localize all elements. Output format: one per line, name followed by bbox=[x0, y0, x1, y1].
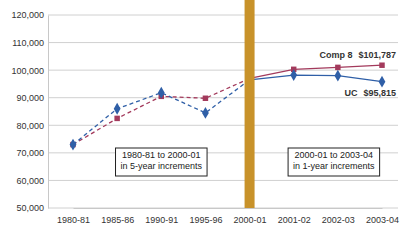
x-tick: 1980-81 bbox=[57, 215, 90, 225]
series-marker bbox=[290, 69, 297, 81]
y-tick-label: 100,000 bbox=[11, 66, 44, 76]
series-marker bbox=[379, 76, 386, 88]
y-axis: 50,000 60,000 70,000 80,000 90,000 100,000 110… bbox=[11, 10, 48, 213]
series-marker bbox=[202, 107, 209, 119]
series-line bbox=[73, 80, 250, 145]
x-axis-line bbox=[74, 208, 383, 209]
grid bbox=[48, 15, 398, 208]
period-note-text: 1980-81 to 2000-01 bbox=[122, 150, 201, 160]
x-tick: 2001-02 bbox=[278, 215, 311, 225]
y-tick: 70,000 bbox=[16, 148, 48, 158]
series-marker bbox=[158, 87, 165, 99]
y-tick-label: 90,000 bbox=[16, 93, 44, 103]
series-marker bbox=[334, 70, 341, 82]
x-tick-label: 2003-04 bbox=[366, 215, 399, 225]
end-value-label: $101,787 bbox=[358, 50, 396, 60]
y-tick: 120,000 bbox=[11, 10, 48, 20]
y-tick-label: 70,000 bbox=[16, 148, 44, 158]
x-tick-label: 2000-01 bbox=[234, 215, 267, 225]
series-name-label: Comp 8 bbox=[319, 50, 352, 60]
period-note-box bbox=[116, 148, 208, 176]
grid-line bbox=[48, 42, 398, 43]
x-tick-label: 2002-03 bbox=[322, 215, 355, 225]
series-marker bbox=[335, 65, 340, 70]
y-tick: 90,000 bbox=[16, 93, 48, 103]
y-tick-label: 60,000 bbox=[16, 176, 44, 186]
period-note: 1980-81 to 2000-01in 5-year increments bbox=[116, 148, 208, 176]
x-tick: 2003-04 bbox=[366, 215, 399, 225]
y-tick: 100,000 bbox=[11, 66, 48, 76]
x-tick-label: 2001-02 bbox=[278, 215, 311, 225]
grid-line bbox=[48, 208, 398, 209]
end-value-label: $95,815 bbox=[363, 88, 396, 98]
period-note-text: 2000-01 to 2003-04 bbox=[295, 150, 374, 160]
y-tick: 60,000 bbox=[16, 176, 48, 186]
x-tick: 1995-96 bbox=[189, 215, 222, 225]
plot-marks bbox=[70, 62, 386, 150]
y-tick: 110,000 bbox=[12, 38, 48, 48]
grid-line bbox=[48, 70, 398, 71]
series-name-label: UC bbox=[344, 88, 357, 98]
grid-line bbox=[48, 125, 398, 126]
period-note-box bbox=[288, 148, 380, 176]
x-tick-label: 1985-86 bbox=[101, 215, 134, 225]
series-marker bbox=[114, 116, 119, 121]
x-tick: 2002-03 bbox=[322, 215, 355, 225]
series-line bbox=[250, 65, 382, 78]
x-tick-label: 1995-96 bbox=[189, 215, 222, 225]
divider-bar bbox=[245, 0, 255, 208]
y-tick-label: 80,000 bbox=[16, 121, 44, 131]
x-axis: 1980-81 1985-86 1990-91 1995-96 2000-01 2001-… bbox=[57, 209, 399, 226]
y-tick: 50,000 bbox=[16, 203, 48, 213]
y-tick-label: 110,000 bbox=[12, 38, 44, 48]
series-marker bbox=[203, 96, 208, 101]
series-marker bbox=[379, 62, 384, 67]
series-marker bbox=[114, 103, 121, 115]
period-note-text: in 5-year increments bbox=[121, 161, 203, 171]
end-labels: $101,787 Comp 8 $95,815 UC bbox=[319, 50, 396, 97]
x-tick: 1985-86 bbox=[101, 215, 134, 225]
y-axis-line bbox=[48, 16, 49, 209]
grid-line bbox=[48, 15, 398, 16]
y-tick: 80,000 bbox=[16, 121, 48, 131]
period-note-text: in 1-year increments bbox=[293, 161, 375, 171]
y-tick-label: 120,000 bbox=[11, 10, 44, 20]
period-note: 2000-01 to 2003-04in 1-year increments bbox=[288, 148, 380, 176]
x-tick: 1990-91 bbox=[145, 215, 178, 225]
series-line bbox=[73, 78, 250, 144]
grid-line bbox=[48, 180, 398, 181]
series-line bbox=[250, 75, 382, 82]
series-marker bbox=[70, 139, 77, 151]
y-tick-label: 50,000 bbox=[16, 203, 44, 213]
x-tick-label: 1990-91 bbox=[145, 215, 178, 225]
x-tick: 2000-01 bbox=[234, 215, 267, 225]
chart: 50,000 60,000 70,000 80,000 90,000 100,000 110… bbox=[0, 0, 400, 232]
x-tick-label: 1980-81 bbox=[57, 215, 90, 225]
